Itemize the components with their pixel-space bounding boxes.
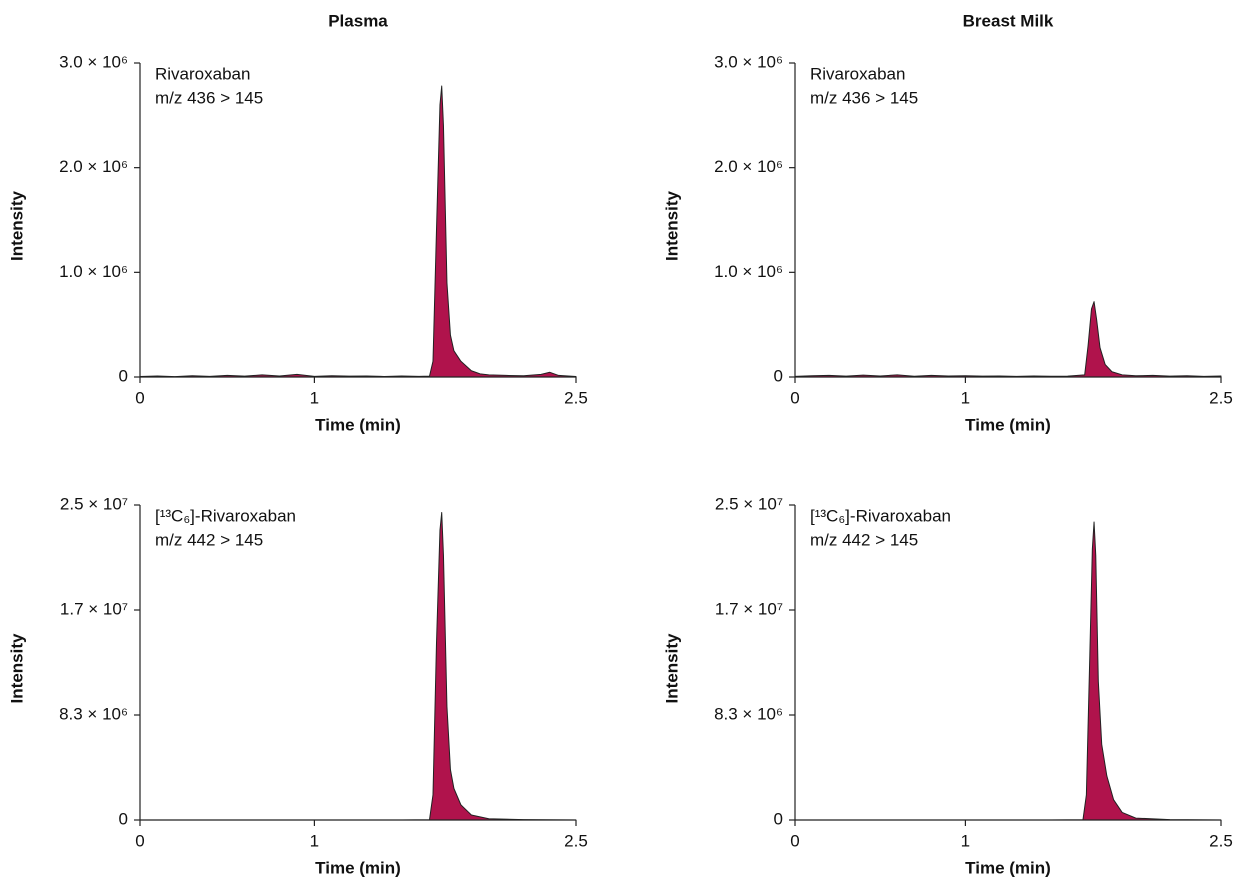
y-axis-label: Intensity bbox=[7, 633, 26, 703]
panel-title: Plasma bbox=[328, 11, 388, 30]
x-tick-label: 2.5 bbox=[564, 388, 588, 407]
x-axis-label: Time (min) bbox=[315, 415, 401, 434]
annotation: m/z 436 > 145 bbox=[810, 88, 918, 107]
annotation: Rivaroxaban bbox=[155, 64, 250, 83]
annotation: Rivaroxaban bbox=[810, 64, 905, 83]
y-tick-label: 3.0 × 10⁶ bbox=[59, 52, 128, 71]
y-tick-label: 0 bbox=[119, 366, 128, 385]
x-tick-label: 0 bbox=[135, 388, 144, 407]
x-tick-label: 0 bbox=[790, 388, 799, 407]
x-tick-label: 1 bbox=[961, 388, 970, 407]
peak-area bbox=[794, 521, 1222, 821]
y-tick-label: 1.0 × 10⁶ bbox=[59, 262, 128, 281]
x-tick-label: 1 bbox=[310, 831, 319, 850]
panel-title: Breast Milk bbox=[963, 11, 1054, 30]
y-tick-label: 1.7 × 10⁷ bbox=[60, 599, 128, 618]
y-tick-label: 1.0 × 10⁶ bbox=[714, 262, 783, 281]
y-tick-label: 2.0 × 10⁶ bbox=[714, 157, 783, 176]
x-axis-label: Time (min) bbox=[315, 858, 401, 877]
x-tick-label: 0 bbox=[790, 831, 799, 850]
y-axis-label: Intensity bbox=[662, 633, 681, 703]
x-tick-label: 2.5 bbox=[564, 831, 588, 850]
x-axis-label: Time (min) bbox=[965, 415, 1051, 434]
annotation: m/z 442 > 145 bbox=[810, 530, 918, 549]
y-tick-label: 0 bbox=[774, 366, 783, 385]
y-axis-label: Intensity bbox=[662, 191, 681, 261]
x-tick-label: 1 bbox=[961, 831, 970, 850]
y-tick-label: 2.5 × 10⁷ bbox=[60, 494, 128, 513]
annotation: m/z 442 > 145 bbox=[155, 530, 263, 549]
x-tick-label: 1 bbox=[310, 388, 319, 407]
annotation: m/z 436 > 145 bbox=[155, 88, 263, 107]
x-tick-label: 0 bbox=[135, 831, 144, 850]
y-tick-label: 2.5 × 10⁷ bbox=[715, 494, 783, 513]
x-tick-label: 2.5 bbox=[1209, 388, 1233, 407]
y-tick-label: 1.7 × 10⁷ bbox=[715, 599, 783, 618]
y-tick-label: 3.0 × 10⁶ bbox=[714, 52, 783, 71]
annotation: [¹³C₆]-Rivaroxaban bbox=[155, 506, 296, 525]
y-tick-label: 2.0 × 10⁶ bbox=[59, 157, 128, 176]
x-tick-label: 2.5 bbox=[1209, 831, 1233, 850]
y-tick-label: 8.3 × 10⁶ bbox=[59, 704, 128, 723]
annotation: [¹³C₆]-Rivaroxaban bbox=[810, 506, 951, 525]
x-axis-label: Time (min) bbox=[965, 858, 1051, 877]
peak-area bbox=[794, 301, 1222, 378]
y-tick-label: 0 bbox=[774, 809, 783, 828]
peak-area bbox=[139, 85, 577, 378]
y-tick-label: 8.3 × 10⁶ bbox=[714, 704, 783, 723]
y-axis-label: Intensity bbox=[7, 191, 26, 261]
y-tick-label: 0 bbox=[119, 809, 128, 828]
peak-area bbox=[139, 512, 577, 821]
